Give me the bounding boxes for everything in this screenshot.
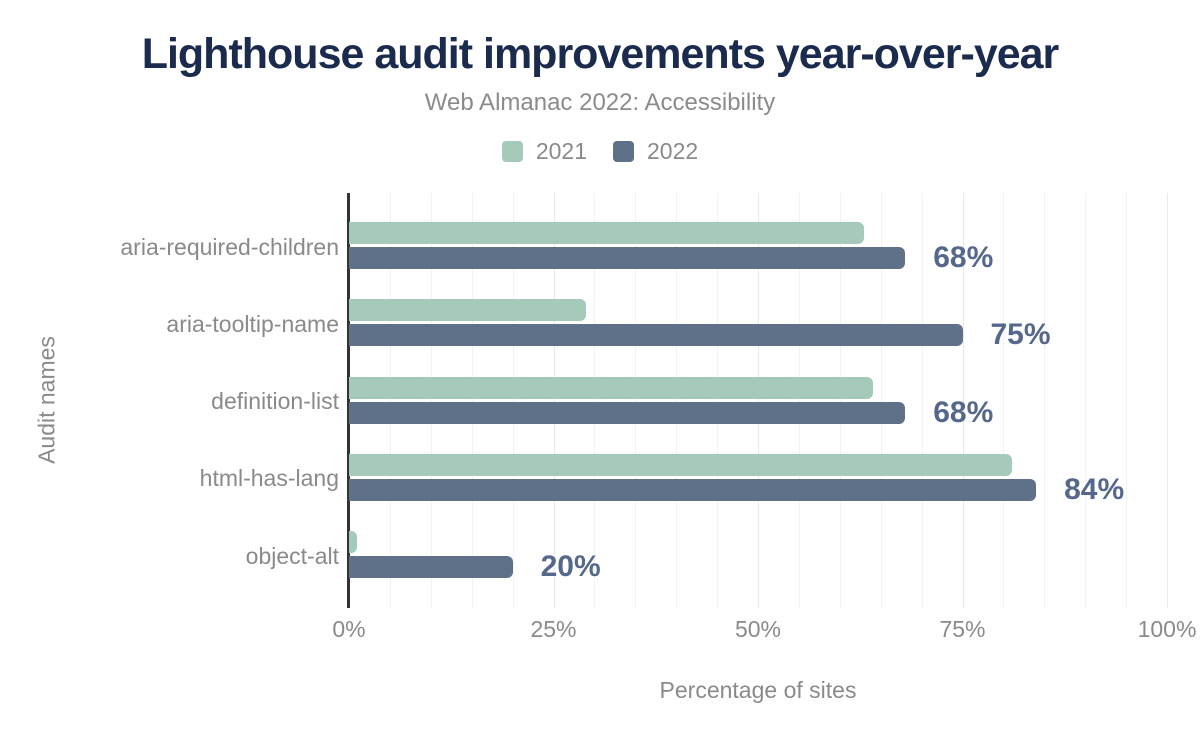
gridline-25pct [553, 193, 555, 608]
value-label-2022-definition-list: 68% [933, 395, 994, 429]
gridline-20pct [512, 193, 514, 608]
legend-item-2022: 2022 [613, 138, 698, 165]
gridline-5pct [389, 193, 391, 608]
plot-area: aria-required-children 68% aria-tooltip-na… [120, 193, 1196, 642]
y-axis-title: Audit names [33, 336, 60, 464]
gridline-10pct [430, 193, 432, 608]
bar-2022-aria-required-children [349, 247, 906, 269]
gridline-30pct [594, 193, 596, 608]
bar-2021-definition-list [349, 376, 873, 399]
gridline-65pct [880, 193, 882, 608]
bar-2022-html-has-lang [349, 478, 1037, 501]
legend-label-2021: 2021 [535, 138, 587, 164]
gridline-35pct [635, 193, 637, 608]
gridline-55pct [798, 193, 800, 608]
legend-label-2022: 2022 [647, 138, 699, 164]
legend-swatch-2022-icon [613, 141, 634, 162]
value-label-2022-html-has-lang: 84% [1064, 472, 1125, 506]
x-tick-75%: 75% [939, 616, 986, 642]
bar-2021-aria-required-children [349, 222, 865, 244]
bar-2022-aria-tooltip-name [349, 324, 963, 347]
chart-title: Lighthouse audit improvements year-over-… [141, 30, 1060, 78]
legend: 2021 2022 [0, 138, 1200, 165]
x-tick-100%: 100% [1137, 616, 1197, 642]
gridline-100pct [1167, 193, 1168, 608]
bar-2022-object-alt [349, 556, 513, 578]
gridline-85pct [1044, 193, 1046, 608]
value-label-2022-object-alt: 20% [540, 550, 601, 583]
bar-2021-aria-tooltip-name [349, 299, 587, 322]
bar-2021-html-has-lang [349, 453, 1012, 476]
legend-item-2021: 2021 [501, 138, 587, 165]
category-label-aria-required-children: aria-required-children [120, 233, 339, 260]
bar-2021-object-alt [349, 531, 358, 553]
value-label-2022-aria-required-children: 68% [933, 241, 994, 274]
x-tick-50%: 50% [734, 616, 782, 642]
gridline-40pct [676, 193, 678, 608]
category-label-object-alt: object-alt [245, 542, 339, 569]
gridline-90pct [1085, 193, 1087, 608]
gridline-70pct [921, 193, 923, 608]
category-label-definition-list: definition-list [211, 388, 339, 414]
legend-swatch-2021-icon [501, 141, 523, 162]
gridline-50pct [758, 193, 759, 608]
gridline-45pct [717, 193, 719, 608]
chart-subtitle: Web Almanac 2022: Accessibility [424, 89, 776, 116]
gridline-15pct [471, 193, 473, 608]
gridline-60pct [839, 193, 841, 608]
gridline-80pct [1003, 193, 1005, 608]
category-label-aria-tooltip-name: aria-tooltip-name [166, 310, 339, 337]
gridline-75pct [962, 193, 964, 608]
category-label-html-has-lang: html-has-lang [199, 465, 339, 492]
x-axis-title: Percentage of sites [659, 677, 857, 703]
gridline-95pct [1126, 193, 1128, 608]
value-label-2022-aria-tooltip-name: 75% [990, 318, 1051, 352]
x-tick-0%: 0% [332, 616, 366, 642]
y-axis-line [347, 193, 350, 608]
bar-2022-definition-list [349, 401, 906, 424]
x-tick-25%: 25% [530, 616, 577, 642]
